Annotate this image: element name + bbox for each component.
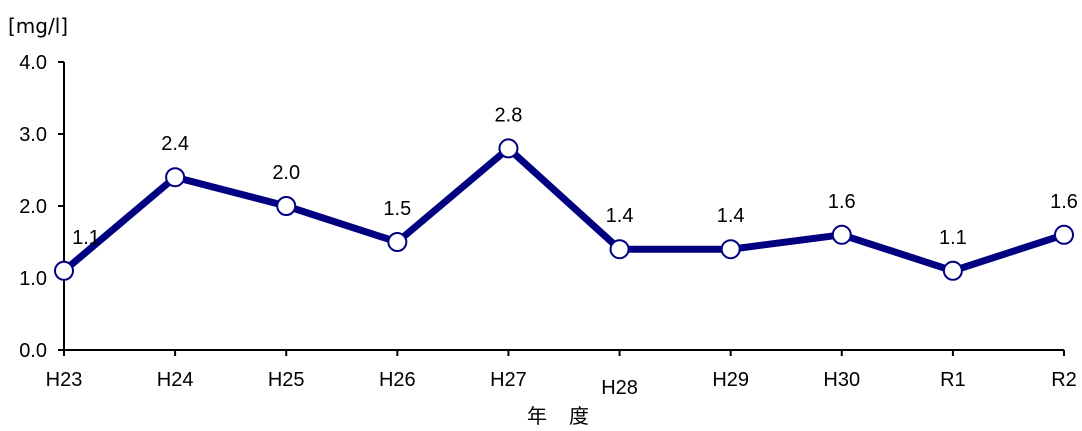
data-label: 1.4 [717,205,745,227]
data-point-marker [720,239,741,260]
data-point-marker [387,232,408,252]
y-tick-label: 3.0 [19,124,47,146]
x-tick-label: H30 [823,369,860,391]
y-tick-label: 4.0 [19,52,47,74]
x-tick-label: H24 [157,369,194,391]
data-point-marker [498,138,519,159]
x-tick-label: R2 [1051,369,1077,391]
x-axis-title: 年度 [527,404,611,428]
data-point-marker [54,260,74,281]
x-tick-label: H27 [490,369,527,391]
data-point-marker [1054,224,1074,245]
data-label: 2.0 [272,162,300,184]
x-tick-label: H23 [46,369,83,391]
data-point-marker [831,224,852,245]
x-tick-label: R1 [940,369,966,391]
data-point-marker [165,167,186,188]
data-label: 2.8 [495,104,523,126]
data-point-marker [609,239,630,260]
y-tick-label: 2.0 [19,196,47,218]
y-tick-label: 1.0 [19,268,47,290]
x-tick-label: H28 [601,377,638,399]
x-tick-label: H25 [268,369,305,391]
x-tick-label: H26 [379,369,416,391]
data-label: 1.6 [1050,191,1078,213]
data-point-marker [276,196,297,216]
y-tick-label: 0.0 [19,340,47,362]
data-point-marker [942,260,963,281]
y-axis-unit-label: [mg/l] [8,14,69,38]
series-line [61,143,1066,275]
x-tick-label: H29 [712,369,749,391]
data-label: 1.6 [828,191,856,213]
data-label: 1.1 [72,227,100,249]
data-label: 2.4 [161,133,189,155]
data-label: 1.1 [939,227,967,249]
data-label: 1.4 [606,205,634,227]
data-label: 1.5 [383,198,411,220]
